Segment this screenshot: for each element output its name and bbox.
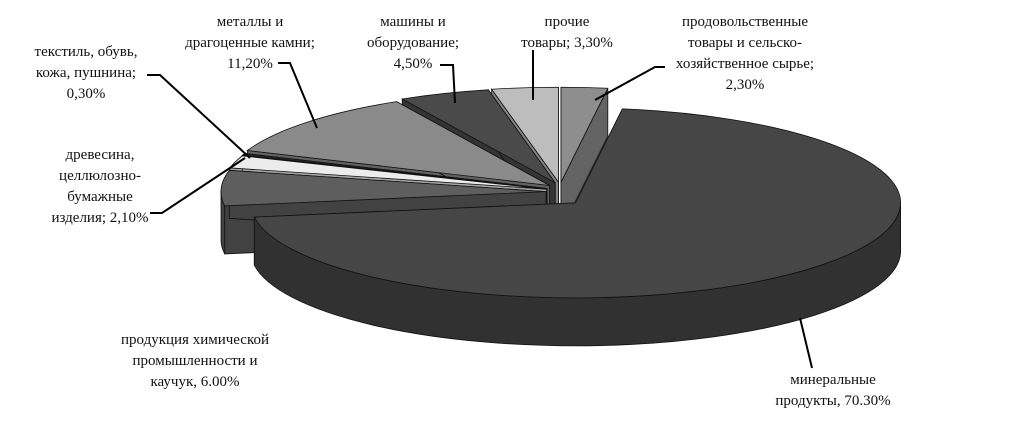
label-chemicals: продукция химической промышленности и ка… — [120, 332, 270, 390]
pie-slice-6 — [401, 89, 556, 184]
label-food: продовольственные товары и сельско- хозя… — [675, 14, 815, 93]
leader-line — [799, 317, 813, 369]
label-textile: текстиль, обувь, кожа, пушнина; 0,30% — [34, 44, 138, 102]
leader-line — [594, 66, 665, 101]
label-wood: древесина, целлюлозно- бумажные изделия;… — [51, 147, 149, 226]
leader-line — [150, 157, 246, 214]
pie-slice-7 — [490, 86, 559, 184]
pie-slice-5 — [246, 101, 550, 186]
label-metals: металлы и драгоценные камни; 11,20% — [185, 14, 315, 72]
leader-line — [440, 64, 456, 104]
pie-slice-1 — [253, 108, 902, 299]
leader-line — [147, 74, 251, 159]
label-machinery: машины и оборудование; 4,50% — [366, 14, 460, 72]
pie-slice-0 — [560, 86, 609, 183]
leader-line — [278, 62, 318, 129]
pie-slice-2 — [220, 169, 547, 207]
label-other: прочие товары; 3,30% — [521, 14, 613, 51]
label-minerals: минеральные продукты, 70.30% — [775, 372, 891, 409]
